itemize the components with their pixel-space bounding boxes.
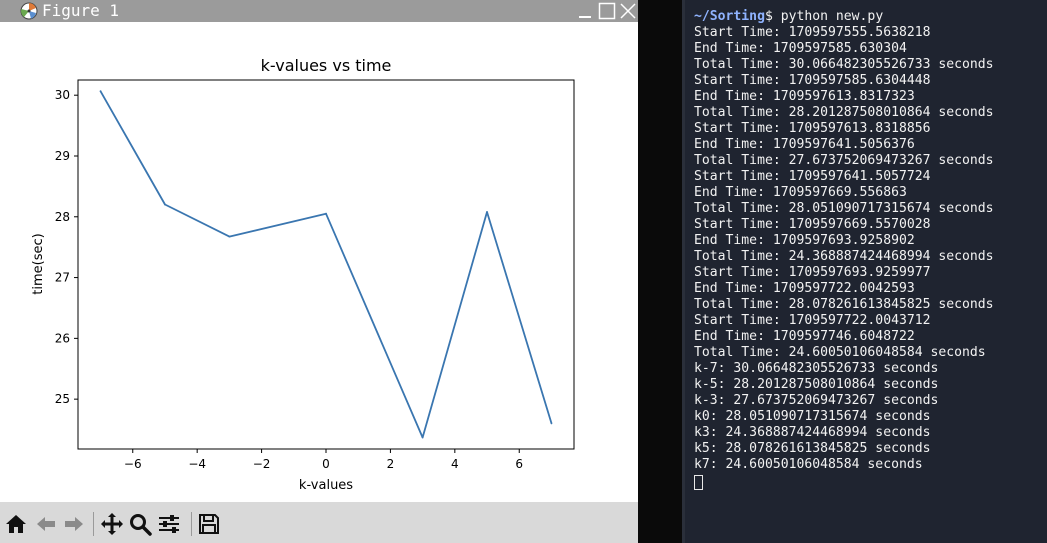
chart-title: k-values vs time [261, 56, 392, 75]
figure-window: Figure 1 k-values vs time −6 −4 −2 0 2 4 6 25 2… [0, 0, 638, 543]
plot-canvas[interactable]: k-values vs time −6 −4 −2 0 2 4 6 25 26 27 28 29 30… [0, 22, 638, 502]
terminal-cursor [694, 475, 703, 490]
y-axis-ticks: 25 26 27 28 29 30 [55, 88, 78, 406]
terminal-border [682, 0, 685, 543]
terminal-line: Start Time: 1709597555.5638218 [694, 25, 931, 40]
terminal-line: k5: 28.078261613845825 seconds [694, 441, 931, 456]
terminal-line: Total Time: 27.673752069473267 seconds [694, 153, 994, 168]
terminal-line: Total Time: 28.201287508010864 seconds [694, 105, 994, 120]
series-group [99, 90, 553, 439]
terminal-line: End Time: 1709597641.5056376 [694, 137, 915, 152]
back-arrow-icon [37, 517, 55, 531]
terminal-line: End Time: 1709597669.556863 [694, 185, 907, 200]
terminal-line: Start Time: 1709597613.8318856 [694, 121, 931, 136]
terminal-prompt-line: ~/Sorting$ python new.py [694, 9, 994, 25]
terminal-output: ~/Sorting$ python new.py Start Time: 170… [694, 9, 994, 490]
terminal-line: Total Time: 30.066482305526733 seconds [694, 57, 994, 72]
terminal-line: Total Time: 28.051090717315674 seconds [694, 201, 994, 216]
terminal-line: k0: 28.051090717315674 seconds [694, 409, 931, 424]
terminal-cursor-line [694, 473, 994, 490]
terminal-line: Total Time: 24.368887424468994 seconds [694, 249, 994, 264]
x-tick-label: 4 [451, 457, 459, 471]
save-button[interactable] [197, 512, 221, 536]
matplotlib-logo-icon [20, 2, 38, 20]
terminal-line: Start Time: 1709597693.9259977 [694, 265, 931, 280]
line-chart: k-values vs time −6 −4 −2 0 2 4 6 25 26 27 28 29 30… [31, 56, 575, 493]
home-icon [6, 515, 26, 533]
home-button[interactable] [4, 512, 28, 536]
x-tick-label: −2 [253, 457, 271, 471]
x-tick-label: 0 [322, 457, 330, 471]
terminal-line: End Time: 1709597722.0042593 [694, 281, 915, 296]
window-title: Figure 1 [42, 1, 120, 20]
terminal-line: End Time: 1709597585.630304 [694, 41, 907, 56]
y-axis-label: time(sec) [31, 233, 46, 294]
navigation-toolbar [0, 502, 638, 543]
zoom-button[interactable] [128, 512, 152, 536]
forward-arrow-icon [65, 517, 83, 531]
terminal-line: k-7: 30.066482305526733 seconds [694, 361, 939, 376]
x-tick-label: 2 [387, 457, 395, 471]
pan-button[interactable] [100, 512, 124, 536]
close-button[interactable] [619, 2, 637, 20]
x-tick-label: −4 [188, 457, 206, 471]
terminal-line: End Time: 1709597693.9258902 [694, 233, 915, 248]
terminal-line: k3: 24.368887424468994 seconds [694, 425, 931, 440]
y-tick-label: 30 [55, 88, 70, 102]
terminal-line: Start Time: 1709597669.5570028 [694, 217, 931, 232]
toolbar-separator [191, 512, 192, 536]
x-tick-label: 6 [515, 457, 523, 471]
plot-frame [77, 79, 575, 450]
save-icon [199, 514, 219, 534]
toolbar-separator [93, 512, 94, 536]
data-point [228, 235, 231, 238]
minimize-button[interactable] [577, 2, 595, 20]
x-axis-label: k-values [299, 478, 353, 493]
y-tick-label: 25 [55, 392, 70, 406]
desktop-gap [638, 0, 682, 543]
terminal-line: Start Time: 1709597585.6304448 [694, 73, 931, 88]
terminal-line: k-5: 28.201287508010864 seconds [694, 377, 939, 392]
terminal-line: k7: 24.60050106048584 seconds [694, 457, 923, 472]
subplots-icon [159, 515, 179, 533]
prompt-command: $ python new.py [764, 9, 884, 24]
prompt-path: ~/Sorting [694, 9, 765, 24]
y-tick-label: 28 [55, 210, 70, 224]
terminal-line: End Time: 1709597746.6048722 [694, 329, 915, 344]
pan-icon [101, 513, 123, 535]
x-tick-label: −6 [124, 457, 142, 471]
y-tick-label: 27 [55, 271, 70, 285]
zoom-icon [130, 514, 152, 536]
back-button[interactable] [34, 512, 58, 536]
data-point [325, 212, 327, 215]
window-titlebar[interactable]: Figure 1 [0, 0, 638, 22]
data-point [550, 422, 553, 425]
configure-subplots-button[interactable] [157, 512, 181, 536]
terminal-line: End Time: 1709597613.8317323 [694, 89, 915, 104]
terminal-window[interactable]: ~/Sorting$ python new.py Start Time: 170… [685, 0, 1047, 543]
terminal-line: k-3: 27.673752069473267 seconds [694, 393, 939, 408]
terminal-line: Start Time: 1709597722.0043712 [694, 313, 931, 328]
forward-button[interactable] [62, 512, 86, 536]
terminal-line: Start Time: 1709597641.5057724 [694, 169, 931, 184]
y-tick-label: 26 [55, 331, 70, 345]
maximize-button[interactable] [598, 2, 616, 20]
data-point [164, 203, 166, 206]
data-point [99, 90, 102, 93]
data-point [486, 211, 488, 213]
x-axis-ticks: −6 −4 −2 0 2 4 6 [124, 449, 523, 471]
terminal-line: Total Time: 24.60050106048584 seconds [694, 345, 986, 360]
data-point [421, 436, 424, 439]
terminal-line: Total Time: 28.078261613845825 seconds [694, 297, 994, 312]
y-tick-label: 29 [55, 149, 70, 163]
